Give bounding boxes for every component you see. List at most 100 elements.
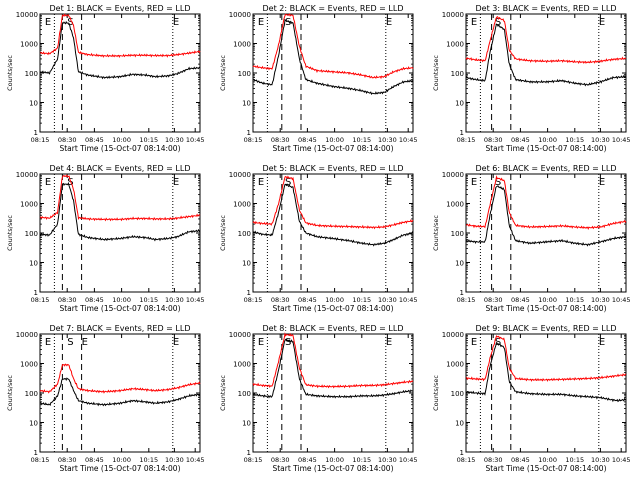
marker-label: S (495, 17, 501, 28)
y-tick-label: 10 (29, 100, 38, 108)
panel-title: Det 1: BLACK = Events, RED = LLD (50, 4, 191, 13)
y-axis-label: Counts/sec (219, 375, 227, 411)
y-tick-label: 100 (451, 70, 464, 78)
x-tick-label: 10:45 (399, 296, 418, 304)
x-tick-label: 10:30 (378, 456, 397, 464)
panel-title: Det 5: BLACK = Events, RED = LLD (263, 164, 404, 173)
x-tick-label: 10:15 (565, 136, 584, 144)
y-axis-label: Counts/sec (6, 215, 14, 251)
y-tick-label: 10000 (229, 331, 251, 339)
marker-label: E (258, 177, 264, 188)
x-tick-label: 08:45 (85, 296, 104, 304)
marker-label: E (471, 337, 477, 348)
x-tick-label: 10:30 (591, 296, 610, 304)
x-tick-label: 10:45 (186, 456, 205, 464)
marker-label: S (495, 177, 501, 188)
y-tick-label: 10000 (229, 11, 251, 19)
x-tick-label: 08:30 (484, 296, 503, 304)
marker-label: E (386, 17, 392, 28)
marker-label: E (471, 177, 477, 188)
x-tick-label: 08:45 (85, 136, 104, 144)
x-tick-label: 10:00 (325, 296, 344, 304)
x-tick-label: 08:30 (271, 296, 290, 304)
panel-title: Det 2: BLACK = Events, RED = LLD (263, 4, 404, 13)
y-tick-label: 10000 (442, 171, 464, 179)
marker-label: E (45, 17, 51, 28)
x-tick-label: 08:30 (271, 456, 290, 464)
y-tick-label: 1 (460, 449, 464, 457)
x-tick-label: 08:30 (271, 136, 290, 144)
y-tick-label: 10 (455, 100, 464, 108)
lld-series-line (39, 174, 201, 222)
x-tick-label: 08:15 (31, 296, 50, 304)
x-tick-label: 08:30 (484, 136, 503, 144)
x-tick-label: 08:15 (244, 296, 263, 304)
x-tick-label: 08:15 (457, 296, 476, 304)
lld-series-line (465, 335, 627, 382)
y-tick-label: 1 (34, 129, 38, 137)
y-tick-label: 1 (34, 289, 38, 297)
plot-frame (465, 333, 627, 453)
y-axis-label: Counts/sec (432, 55, 440, 91)
x-tick-label: 10:45 (399, 456, 418, 464)
events-series-line (252, 183, 414, 247)
events-series-line (39, 181, 201, 242)
marker-label: S (67, 17, 73, 28)
y-tick-label: 10000 (442, 11, 464, 19)
marker-label: E (258, 17, 264, 28)
y-tick-label: 10000 (16, 171, 38, 179)
lld-series-line (465, 175, 627, 231)
marker-label: E (82, 337, 88, 348)
y-tick-label: 100 (238, 390, 251, 398)
x-tick-label: 10:30 (378, 296, 397, 304)
events-series-line (252, 338, 413, 399)
detector-panel-7: Det 7: BLACK = Events, RED = LLD 1 10 100 10… (6, 324, 205, 473)
x-tick-label: 10:45 (186, 136, 205, 144)
events-series-line (465, 185, 627, 247)
detector-panel-6: Det 6: BLACK = Events, RED = LLD 1 10 100 10… (432, 164, 631, 313)
x-tick-label: 10:15 (139, 136, 158, 144)
x-tick-label: 10:15 (139, 296, 158, 304)
x-tick-label: 08:30 (58, 296, 77, 304)
plot-frame (39, 173, 201, 293)
x-axis-label: Start Time (15-Oct-07 08:14:00) (485, 464, 606, 473)
x-tick-label: 08:15 (457, 136, 476, 144)
x-tick-label: 10:15 (352, 456, 371, 464)
y-tick-label: 1 (460, 129, 464, 137)
x-tick-label: 10:00 (112, 456, 131, 464)
y-tick-label: 100 (451, 230, 464, 238)
panel-title: Det 3: BLACK = Events, RED = LLD (476, 4, 617, 13)
lld-series-line (39, 13, 201, 59)
x-tick-label: 10:30 (591, 456, 610, 464)
y-tick-label: 1 (247, 449, 251, 457)
marker-label: S (285, 177, 291, 188)
marker-label: E (258, 337, 264, 348)
y-axis-label: Counts/sec (6, 375, 14, 411)
marker-label: E (599, 337, 605, 348)
y-tick-label: 10000 (16, 11, 38, 19)
y-tick-label: 100 (238, 70, 251, 78)
marker-label: S (495, 337, 501, 348)
y-tick-label: 1000 (446, 41, 464, 49)
y-tick-label: 1000 (446, 201, 464, 209)
y-axis-label: Counts/sec (219, 55, 227, 91)
x-tick-label: 08:30 (484, 456, 503, 464)
lld-series-line (252, 13, 414, 80)
x-axis-label: Start Time (15-Oct-07 08:14:00) (272, 304, 393, 313)
detector-panel-5: Det 5: BLACK = Events, RED = LLD 1 10 100 10… (219, 164, 418, 313)
panel-title: Det 8: BLACK = Events, RED = LLD (263, 324, 404, 333)
x-tick-label: 08:45 (298, 136, 317, 144)
events-series-line (39, 20, 201, 80)
lld-series-line (39, 363, 201, 394)
y-tick-label: 1 (34, 449, 38, 457)
x-axis-label: Start Time (15-Oct-07 08:14:00) (59, 144, 180, 153)
marker-label: E (599, 177, 605, 188)
x-axis-label: Start Time (15-Oct-07 08:14:00) (59, 464, 180, 473)
x-tick-label: 10:15 (352, 296, 371, 304)
y-tick-label: 10 (242, 420, 251, 428)
detector-panel-3: Det 3: BLACK = Events, RED = LLD 1 10 100 10… (432, 4, 631, 153)
x-tick-label: 10:30 (165, 296, 184, 304)
panel-title: Det 6: BLACK = Events, RED = LLD (476, 164, 617, 173)
x-tick-label: 08:45 (511, 136, 530, 144)
plot-frame (252, 173, 414, 293)
